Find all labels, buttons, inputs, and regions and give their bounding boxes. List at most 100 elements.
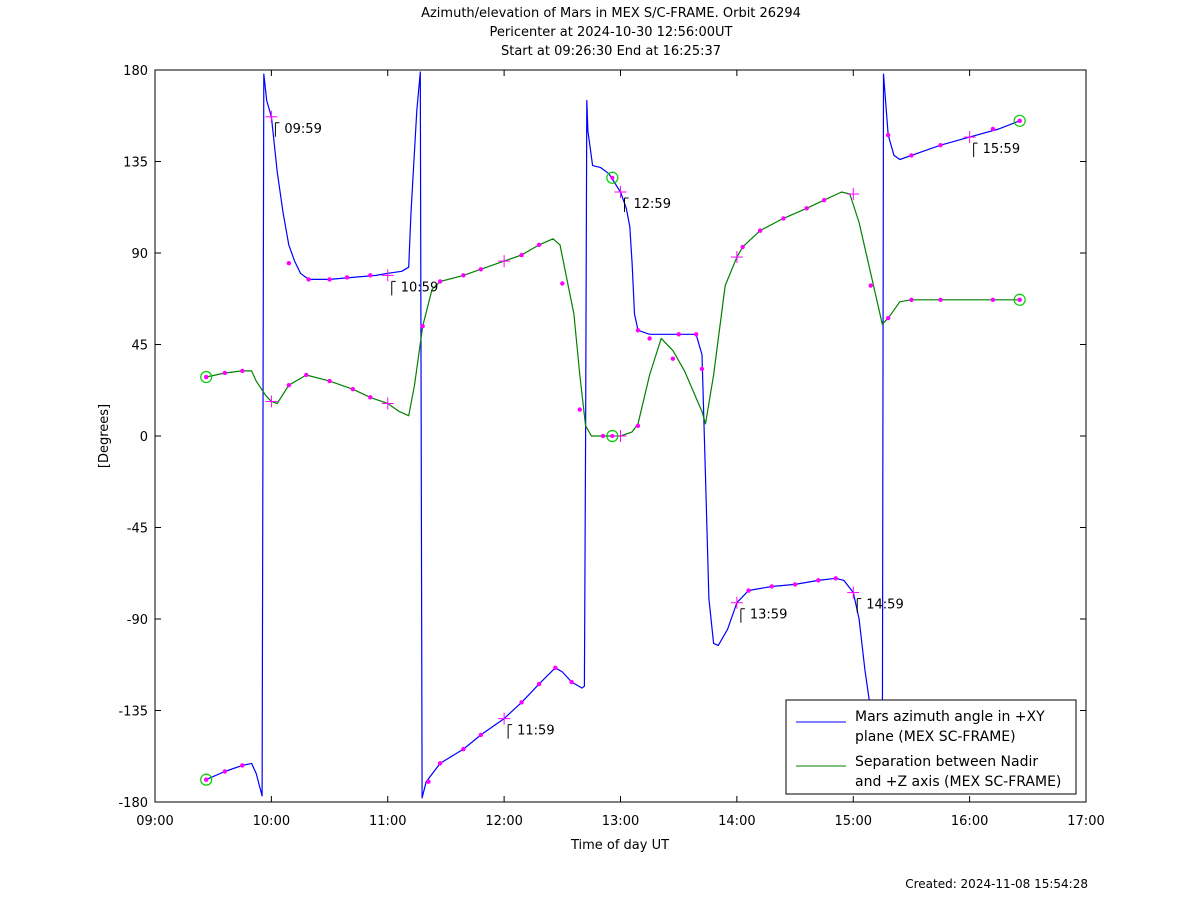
sample-marker-38 [437,279,443,284]
y-tick-label-5: -45 [127,522,148,537]
legend-box [785,699,1077,795]
hour-annotation-0: 09:59 [274,122,322,137]
endpoint-circle-4 [1013,114,1026,127]
sample-marker-1 [222,769,228,774]
sample-marker-20 [769,584,774,589]
chart-subtitle-start-end: Start at 09:26:30 End at 16:25:37 [501,44,721,59]
sample-marker-4 [306,277,311,282]
sample-marker-26 [938,143,943,148]
y-axis-label: [Degrees] [97,404,112,468]
sample-marker-47 [647,336,652,341]
y-tick-label-4: 0 [140,430,148,445]
sample-marker-44 [577,407,582,412]
sample-marker-52 [781,216,786,221]
endpoint-circle-2 [606,171,619,184]
hour-annotation-5: 14:59 [856,598,904,613]
hour-marker-12 [847,188,860,201]
hour-marker-8 [381,397,394,410]
endpoint-dot-0 [204,777,209,782]
sample-marker-45 [600,433,606,439]
sample-marker-17 [676,332,681,337]
sample-marker-55 [868,283,873,288]
sample-marker-49 [699,366,705,372]
x-tick-label-7: 16:00 [951,814,988,829]
y-tick-label-2: 90 [131,247,148,262]
endpoint-dot-2 [610,175,615,180]
hour-marker-1 [381,269,394,282]
sample-marker-35 [350,387,356,392]
endpoint-circle-0 [200,773,213,786]
hour-marker-6 [963,131,976,144]
hour-annotation-label-0: 09:59 [284,122,321,137]
sample-marker-16 [635,328,641,333]
sample-marker-59 [990,297,996,302]
sample-marker-32 [286,382,292,388]
endpoint-circle-5 [1013,293,1026,306]
hour-marker-4 [730,596,743,609]
y-tick-label-1: 135 [123,156,148,171]
sample-marker-40 [478,267,484,272]
sample-marker-42 [536,242,542,248]
y-tick-label-0: 180 [123,64,148,79]
legend-label-azimuth-line2: plane (MEX SC-FRAME) [855,729,1016,745]
legend-label-separation-line2: and +Z axis (MEX SC-FRAME) [855,774,1061,790]
chart-title-group: Azimuth/elevation of Mars in MEX S/C-FRA… [421,6,801,59]
sample-marker-10 [461,746,466,752]
y-tick-label-6: -90 [127,613,148,628]
sample-marker-21 [792,582,798,587]
sample-marker-30 [222,370,228,376]
sample-marker-15 [569,679,574,685]
sample-marker-46 [635,423,641,429]
hour-marker-11 [730,251,743,264]
sample-marker-37 [420,324,425,329]
sample-marker-3 [286,260,292,266]
hour-annotation-label-2: 11:59 [517,724,554,739]
hour-annotations: 09:59 10:59 11:59 12:59 13:59 14:59 15:59 [274,122,1020,739]
hour-annotation-label-4: 13:59 [750,608,787,623]
hour-annotation-6: 15:59 [973,142,1020,158]
sample-marker-31 [240,368,245,374]
hour-annotation-2: 11:59 [507,724,555,739]
x-tick-label-5: 14:00 [718,814,755,829]
sample-marker-53 [804,206,809,211]
endpoint-circle-3 [606,429,619,443]
y-tick-label-3: 45 [131,339,148,354]
x-tick-label-4: 13:00 [602,814,639,829]
sample-marker-13 [536,681,542,687]
sample-marker-14 [553,665,558,670]
sample-marker-41 [519,252,524,258]
hour-marker-2 [498,712,511,725]
hour-marker-9 [498,255,511,268]
sample-marker-27 [990,126,996,132]
sample-marker-7 [368,273,373,278]
x-tick-label-6: 15:00 [835,814,872,829]
sample-marker-33 [304,372,309,378]
sample-marker-58 [938,297,943,302]
hour-annotation-1: 10:59 [391,280,438,296]
hour-marker-10 [614,430,627,442]
y-tick-label-8: -180 [118,796,148,811]
hour-marker-0 [265,110,278,123]
sample-marker-51 [757,228,763,233]
sample-marker-12 [519,700,524,705]
sample-marker-24 [885,132,891,138]
endpoint-dot-5 [1017,297,1022,302]
x-tick-label-1: 10:00 [253,814,290,829]
series-markers [200,110,1026,786]
x-tick-label-3: 12:00 [485,814,522,829]
hour-annotation-label-1: 10:59 [401,280,438,295]
sample-marker-2 [240,763,245,768]
x-axis-label: Time of day UT [570,838,669,853]
axis-ticks: 09:00 10:00 11:00 12:00 13:00 14:00 15:00 16:00… [118,64,1104,829]
hour-annotation-3: 12:59 [624,197,671,212]
endpoint-circle-1 [200,370,213,384]
sample-marker-25 [909,153,914,158]
hour-marker-5 [847,586,860,599]
hour-annotation-label-3: 12:59 [634,197,671,212]
legend-label-azimuth-line1: Mars azimuth angle in +XY [855,709,1045,725]
chart-subtitle-pericenter: Pericenter at 2024-10-30 12:56:00UT [489,25,732,40]
sample-marker-8 [426,779,431,784]
sample-marker-23 [833,576,838,581]
x-tick-label-0: 09:00 [136,814,173,829]
